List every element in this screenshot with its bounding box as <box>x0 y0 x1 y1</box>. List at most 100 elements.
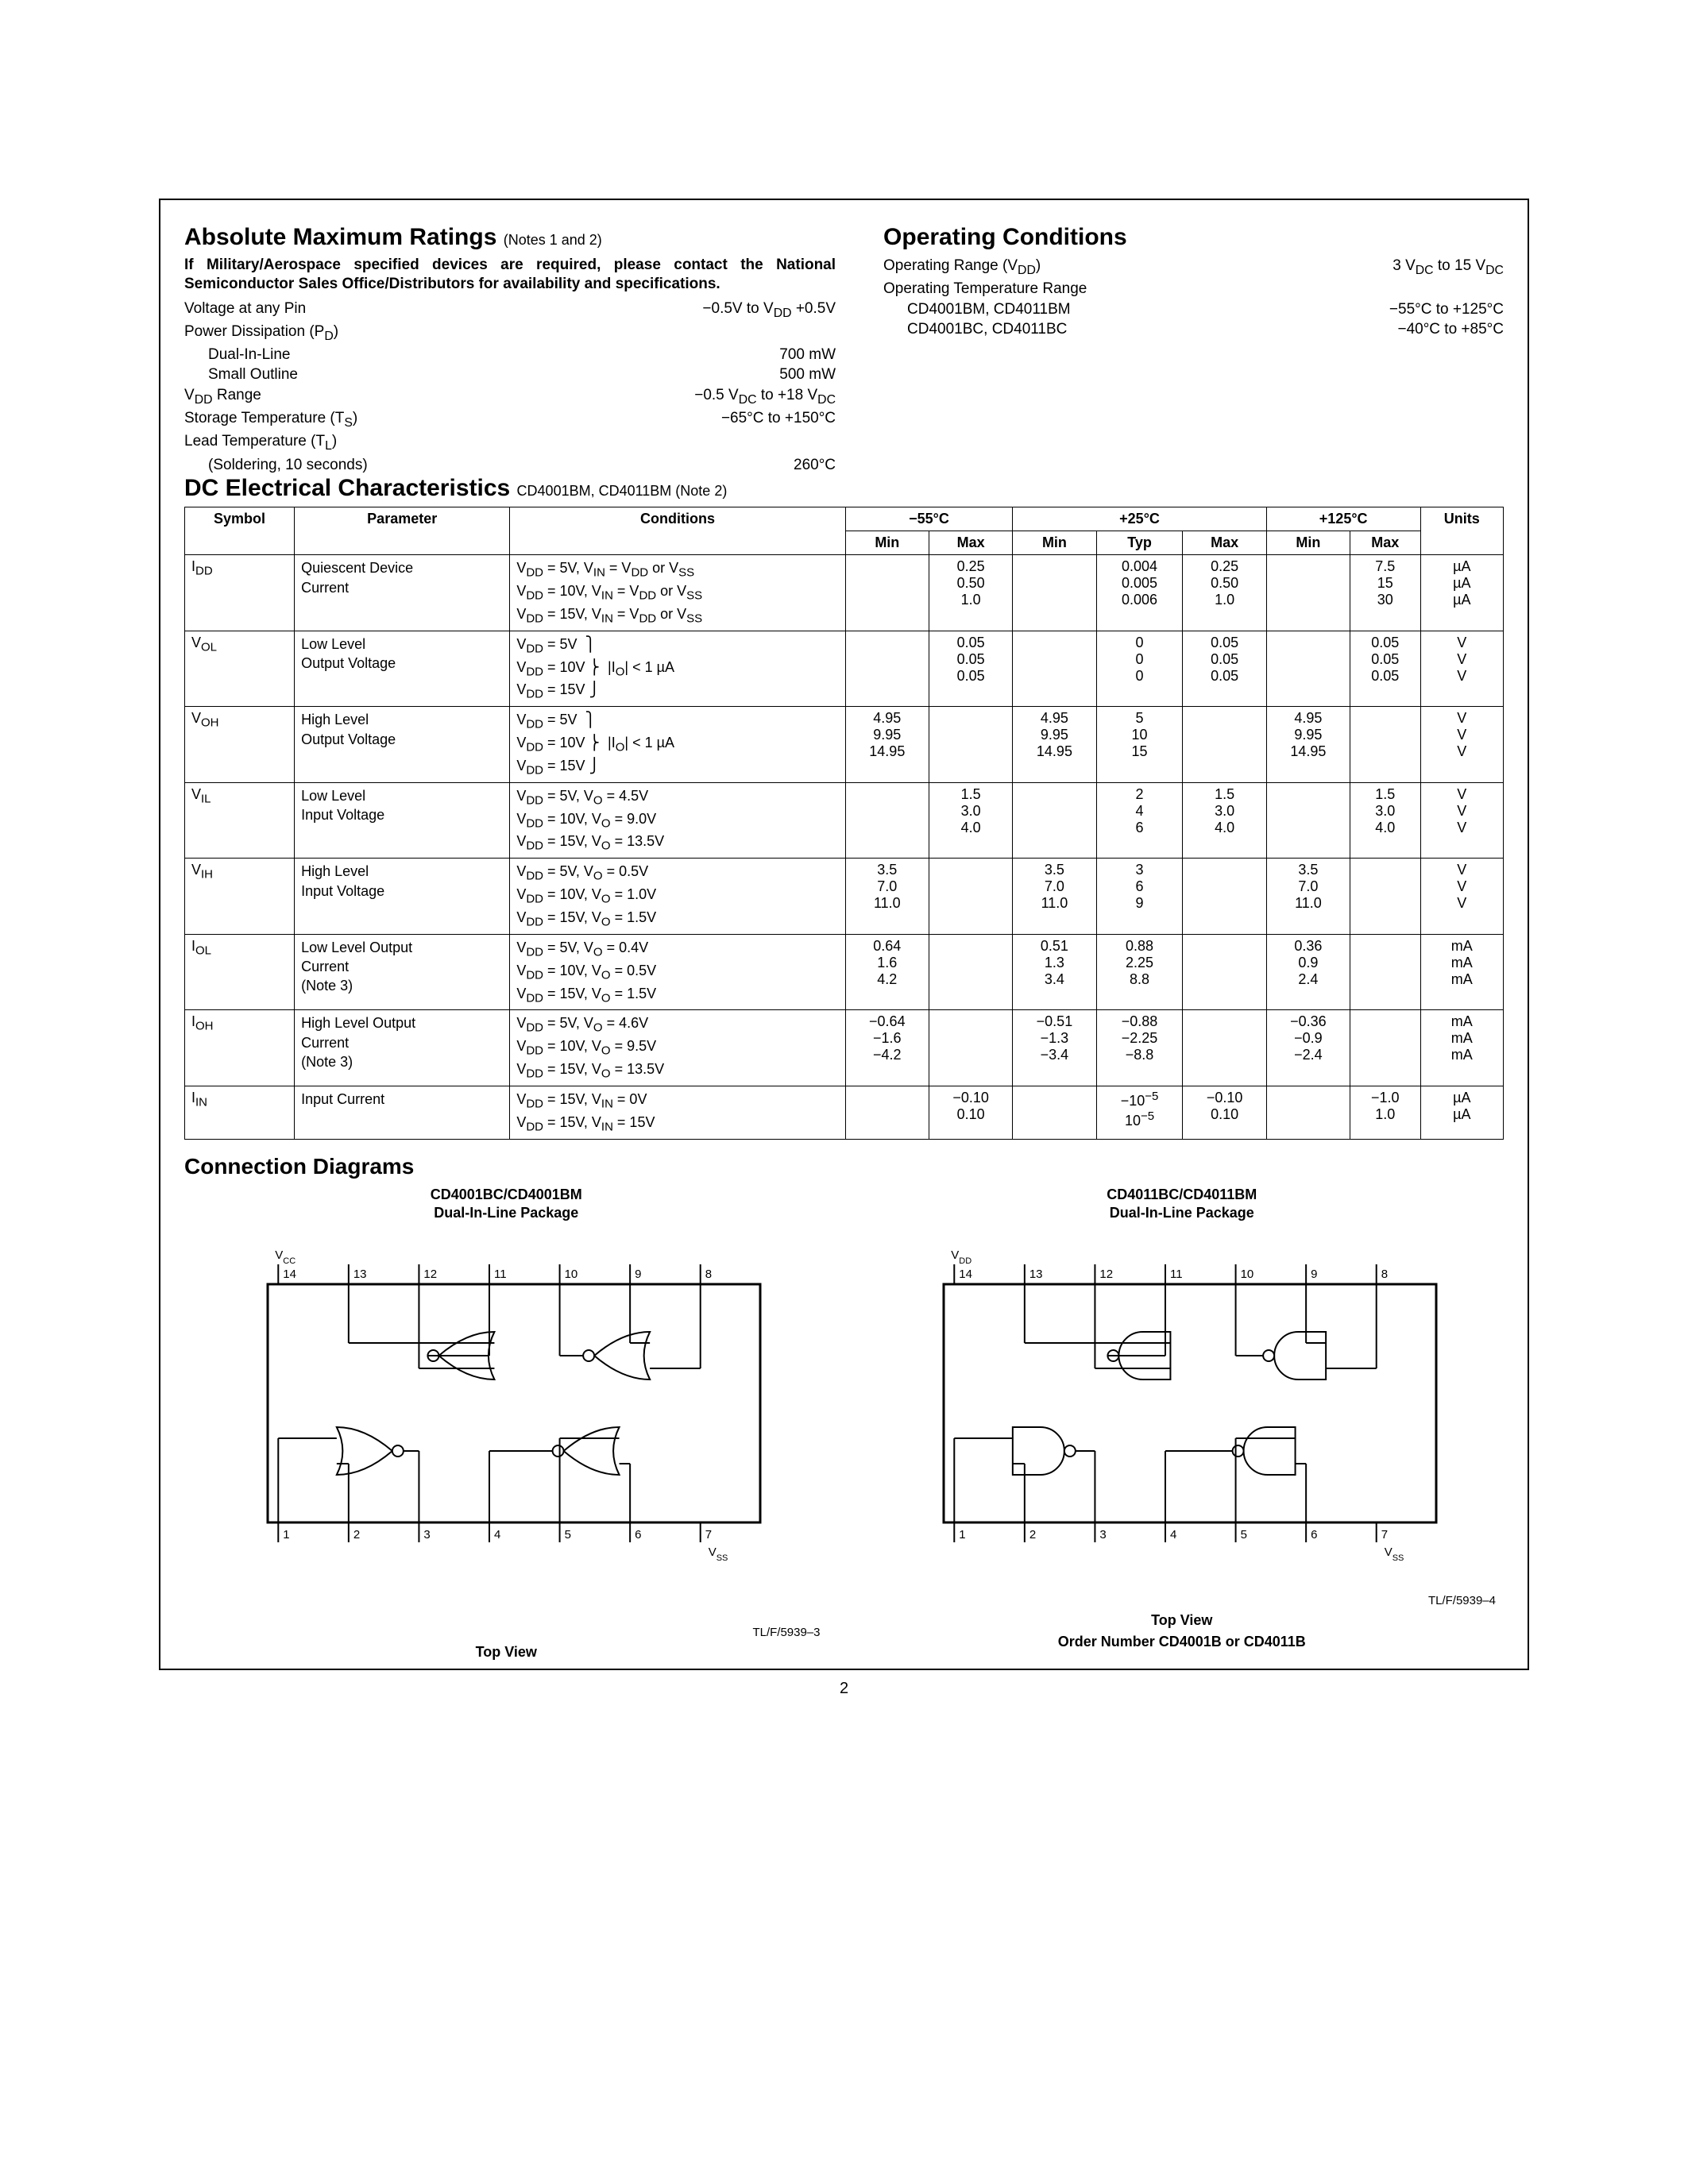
th-t3-max: Max <box>1350 531 1420 555</box>
table-cell <box>929 859 1012 935</box>
oc-bm-v: −55°C to +125°C <box>1375 299 1504 320</box>
diagram-left-head: CD4001BC/CD4001BM Dual-In-Line Package <box>184 1186 829 1223</box>
table-cell <box>929 707 1012 783</box>
connection-diagrams: CD4001BC/CD4001BM Dual-In-Line Package 1… <box>184 1186 1504 1661</box>
table-cell: mAmAmA <box>1420 934 1503 1010</box>
table-cell: 4.959.9514.95 <box>1013 707 1096 783</box>
oc-bm-k: CD4001BM, CD4011BM <box>907 299 1375 320</box>
table-cell: VVV <box>1420 782 1503 859</box>
amr-title-text: Absolute Maximum Ratings <box>184 224 496 250</box>
content-frame: Absolute Maximum Ratings (Notes 1 and 2)… <box>159 199 1529 1670</box>
table-cell: Low LevelInput Voltage <box>295 782 510 859</box>
svg-text:9: 9 <box>1311 1268 1317 1281</box>
table-row: VOHHigh LevelOutput VoltageVDD = 5V ⎫VDD… <box>185 707 1504 783</box>
svg-text:11: 11 <box>494 1268 507 1281</box>
amr-pd-dil-v: 700 mW <box>765 345 836 365</box>
dc-table: Symbol Parameter Conditions −55°C +25°C … <box>184 507 1504 1139</box>
table-cell <box>1350 707 1420 783</box>
table-cell: VIL <box>185 782 295 859</box>
amr-pd: Power Dissipation (PD) <box>184 322 836 345</box>
top-columns: Absolute Maximum Ratings (Notes 1 and 2)… <box>184 224 1504 475</box>
table-cell <box>1350 859 1420 935</box>
table-cell: IDD <box>185 555 295 631</box>
table-cell: High LevelOutput Voltage <box>295 707 510 783</box>
table-row: IOHHigh Level OutputCurrent(Note 3)VDD =… <box>185 1010 1504 1086</box>
table-cell: 1.53.04.0 <box>929 782 1012 859</box>
svg-text:14: 14 <box>284 1268 297 1281</box>
diagram-right-head: CD4011BC/CD4011BM Dual-In-Line Package <box>860 1186 1505 1223</box>
page: Absolute Maximum Ratings (Notes 1 and 2)… <box>0 0 1688 2184</box>
svg-text:13: 13 <box>353 1268 367 1281</box>
amr-pd-so: Small Outline 500 mW <box>184 365 836 385</box>
table-cell: 1.53.04.0 <box>1350 782 1420 859</box>
table-cell: 1.53.04.0 <box>1183 782 1266 859</box>
table-cell <box>845 782 929 859</box>
table-cell: −0.88−2.25−8.8 <box>1096 1010 1183 1086</box>
oc-range-v: 3 VDC to 15 VDC <box>1378 256 1504 279</box>
table-cell: 246 <box>1096 782 1183 859</box>
table-row: IINInput CurrentVDD = 15V, VIN = 0VVDD =… <box>185 1086 1504 1139</box>
table-cell: 369 <box>1096 859 1183 935</box>
amr-tstg-k: Storage Temperature (TS) <box>184 408 707 431</box>
table-row: VIHHigh LevelInput VoltageVDD = 5V, VO =… <box>185 859 1504 935</box>
diagram-right-head2: Dual-In-Line Package <box>1110 1205 1254 1221</box>
table-cell: µAµA <box>1420 1086 1503 1139</box>
diagram-left-topview: Top View <box>184 1644 829 1661</box>
amr-vdd-range: VDD Range −0.5 VDC to +18 VDC <box>184 385 836 408</box>
table-cell <box>1013 555 1096 631</box>
svg-text:11: 11 <box>1170 1268 1183 1281</box>
table-cell: Input Current <box>295 1086 510 1139</box>
table-row: VOLLow LevelOutput VoltageVDD = 5V ⎫VDD … <box>185 631 1504 707</box>
table-cell: 0.882.258.8 <box>1096 934 1183 1010</box>
th-t2: +25°C <box>1013 507 1266 531</box>
oc-temp-k: Operating Temperature Range <box>883 279 1504 299</box>
amr-tl-k: Lead Temperature (TL) <box>184 431 836 454</box>
table-cell: −10−510−5 <box>1096 1086 1183 1139</box>
table-cell: VDD = 5V, VO = 0.4VVDD = 10V, VO = 0.5VV… <box>510 934 845 1010</box>
svg-text:VSS: VSS <box>1384 1545 1404 1563</box>
dc-table-head: Symbol Parameter Conditions −55°C +25°C … <box>185 507 1504 555</box>
amr-pd-dil: Dual-In-Line 700 mW <box>184 345 836 365</box>
svg-text:1: 1 <box>284 1528 290 1542</box>
table-cell: −0.100.10 <box>1183 1086 1266 1139</box>
table-cell: VVV <box>1420 631 1503 707</box>
svg-text:9: 9 <box>635 1268 641 1281</box>
svg-text:VCC: VCC <box>276 1248 296 1266</box>
amr-vdd-range-v: −0.5 VDC to +18 VDC <box>680 385 836 408</box>
absolute-maximum-ratings: Absolute Maximum Ratings (Notes 1 and 2)… <box>184 224 836 475</box>
table-cell <box>1266 631 1350 707</box>
svg-text:VSS: VSS <box>709 1545 728 1563</box>
svg-text:6: 6 <box>635 1528 641 1542</box>
table-cell <box>1183 934 1266 1010</box>
svg-text:4: 4 <box>1170 1528 1176 1542</box>
th-t1-max: Max <box>929 531 1012 555</box>
table-cell <box>1266 1086 1350 1139</box>
table-cell: −0.100.10 <box>929 1086 1012 1139</box>
dc-table-body: IDDQuiescent DeviceCurrentVDD = 5V, VIN … <box>185 555 1504 1139</box>
connection-diagrams-title: Connection Diagrams <box>184 1154 1504 1179</box>
dc-title-text: DC Electrical Characteristics <box>184 475 510 501</box>
table-cell: 000 <box>1096 631 1183 707</box>
table-cell: Low LevelOutput Voltage <box>295 631 510 707</box>
diagram-right-topview: Top View <box>860 1612 1505 1629</box>
oc-temp: Operating Temperature Range <box>883 279 1504 299</box>
amr-voltage-pin-v: −0.5V to VDD +0.5V <box>688 299 836 322</box>
operating-conditions: Operating Conditions Operating Range (VD… <box>883 224 1504 475</box>
table-cell: 0.050.050.05 <box>1183 631 1266 707</box>
svg-text:7: 7 <box>1381 1528 1387 1542</box>
table-row: IOLLow Level OutputCurrent(Note 3)VDD = … <box>185 934 1504 1010</box>
diagram-cd4011: CD4011BC/CD4011BM Dual-In-Line Package 1… <box>860 1186 1505 1661</box>
amr-tl-v: 260°C <box>779 455 836 476</box>
table-cell: 4.959.9514.95 <box>1266 707 1350 783</box>
page-number: 2 <box>159 1680 1529 1698</box>
table-cell: VVV <box>1420 707 1503 783</box>
amr-title: Absolute Maximum Ratings (Notes 1 and 2) <box>184 224 836 251</box>
oc-title: Operating Conditions <box>883 224 1504 251</box>
svg-text:2: 2 <box>353 1528 360 1542</box>
table-cell: VOH <box>185 707 295 783</box>
th-parameter: Parameter <box>295 507 510 555</box>
table-cell <box>1013 631 1096 707</box>
amr-tl: Lead Temperature (TL) <box>184 431 836 454</box>
svg-text:2: 2 <box>1029 1528 1036 1542</box>
dc-title: DC Electrical Characteristics CD4001BM, … <box>184 475 1504 502</box>
